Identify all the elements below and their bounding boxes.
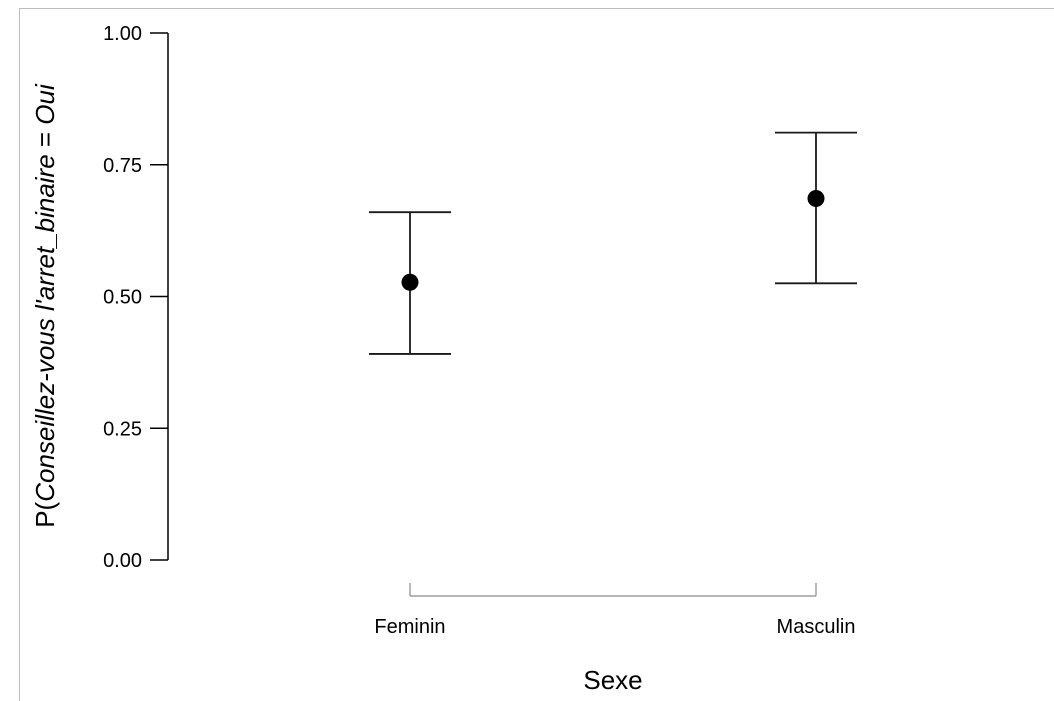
x-tick-label: Masculin	[777, 616, 856, 638]
estimates-series	[369, 131, 857, 355]
y-tick-label: 0.75	[103, 155, 142, 177]
y-axis-title-level: Oui	[30, 83, 60, 125]
y-axis-title-prefix: P(	[30, 501, 60, 527]
x-axis-title: Sexe	[583, 665, 642, 695]
y-tick-label: 1.00	[103, 23, 142, 45]
plot-frame	[19, 8, 1054, 701]
y-axis: 0.00 0.25 0.50 0.75 1.00	[103, 23, 169, 572]
y-axis-title-equals: =	[30, 125, 60, 155]
x-tick-label: Feminin	[374, 616, 445, 638]
y-tick-label: 0.00	[103, 550, 142, 572]
estimate-group	[775, 131, 857, 285]
data-point	[401, 273, 419, 291]
x-axis: Feminin Masculin	[374, 583, 855, 638]
data-point	[807, 189, 825, 207]
y-tick-label: 0.50	[103, 287, 142, 309]
estimate-group	[369, 211, 451, 355]
y-axis-title: P(Conseillez-vous l'arret_binaire = Oui	[30, 83, 60, 528]
y-tick-label: 0.25	[103, 418, 142, 440]
y-axis-title-variable: Conseillez-vous l'arret_binaire	[30, 154, 60, 501]
